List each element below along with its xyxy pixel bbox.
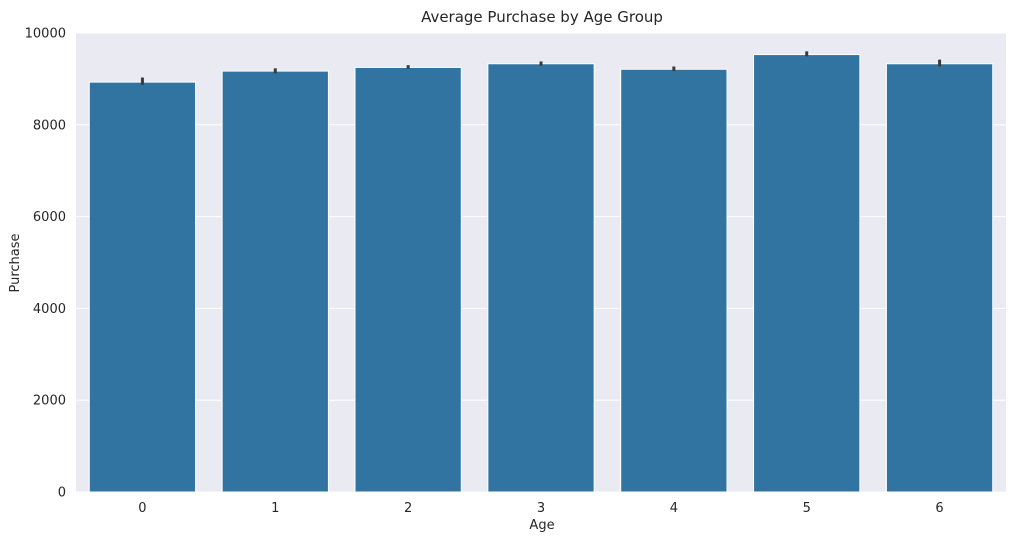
x-axis-label: Age	[529, 518, 554, 533]
y-tick-label: 4000	[33, 302, 66, 317]
bar-age-0	[88, 81, 197, 493]
x-axis-ticks: 0 1 2 3 4 5 6	[138, 501, 943, 516]
chart-title: Average Purchase by Age Group	[421, 8, 663, 26]
y-tick-label: 10000	[25, 27, 66, 42]
bar-age-1	[221, 70, 329, 493]
x-tick-label: 5	[803, 501, 811, 516]
bar-age-3	[487, 63, 595, 493]
bar-age-2	[354, 66, 462, 493]
y-tick-label: 8000	[33, 118, 66, 133]
bar-age-5	[753, 54, 861, 493]
error-bars	[140, 51, 942, 85]
y-axis-ticks: 0 2000 4000 6000 8000 10000	[25, 27, 66, 501]
x-tick-label: 2	[404, 501, 412, 516]
y-tick-label: 0	[58, 486, 66, 501]
x-tick-label: 0	[138, 501, 146, 516]
x-tick-label: 6	[935, 501, 943, 516]
y-tick-label: 2000	[33, 394, 66, 409]
x-tick-label: 1	[271, 501, 279, 516]
bars	[88, 54, 994, 493]
y-axis-label: Purchase	[8, 233, 23, 292]
bar-age-4	[620, 68, 728, 493]
x-tick-label: 3	[537, 501, 545, 516]
y-tick-label: 6000	[33, 210, 66, 225]
bar-age-6	[885, 63, 994, 493]
x-tick-label: 4	[670, 501, 678, 516]
